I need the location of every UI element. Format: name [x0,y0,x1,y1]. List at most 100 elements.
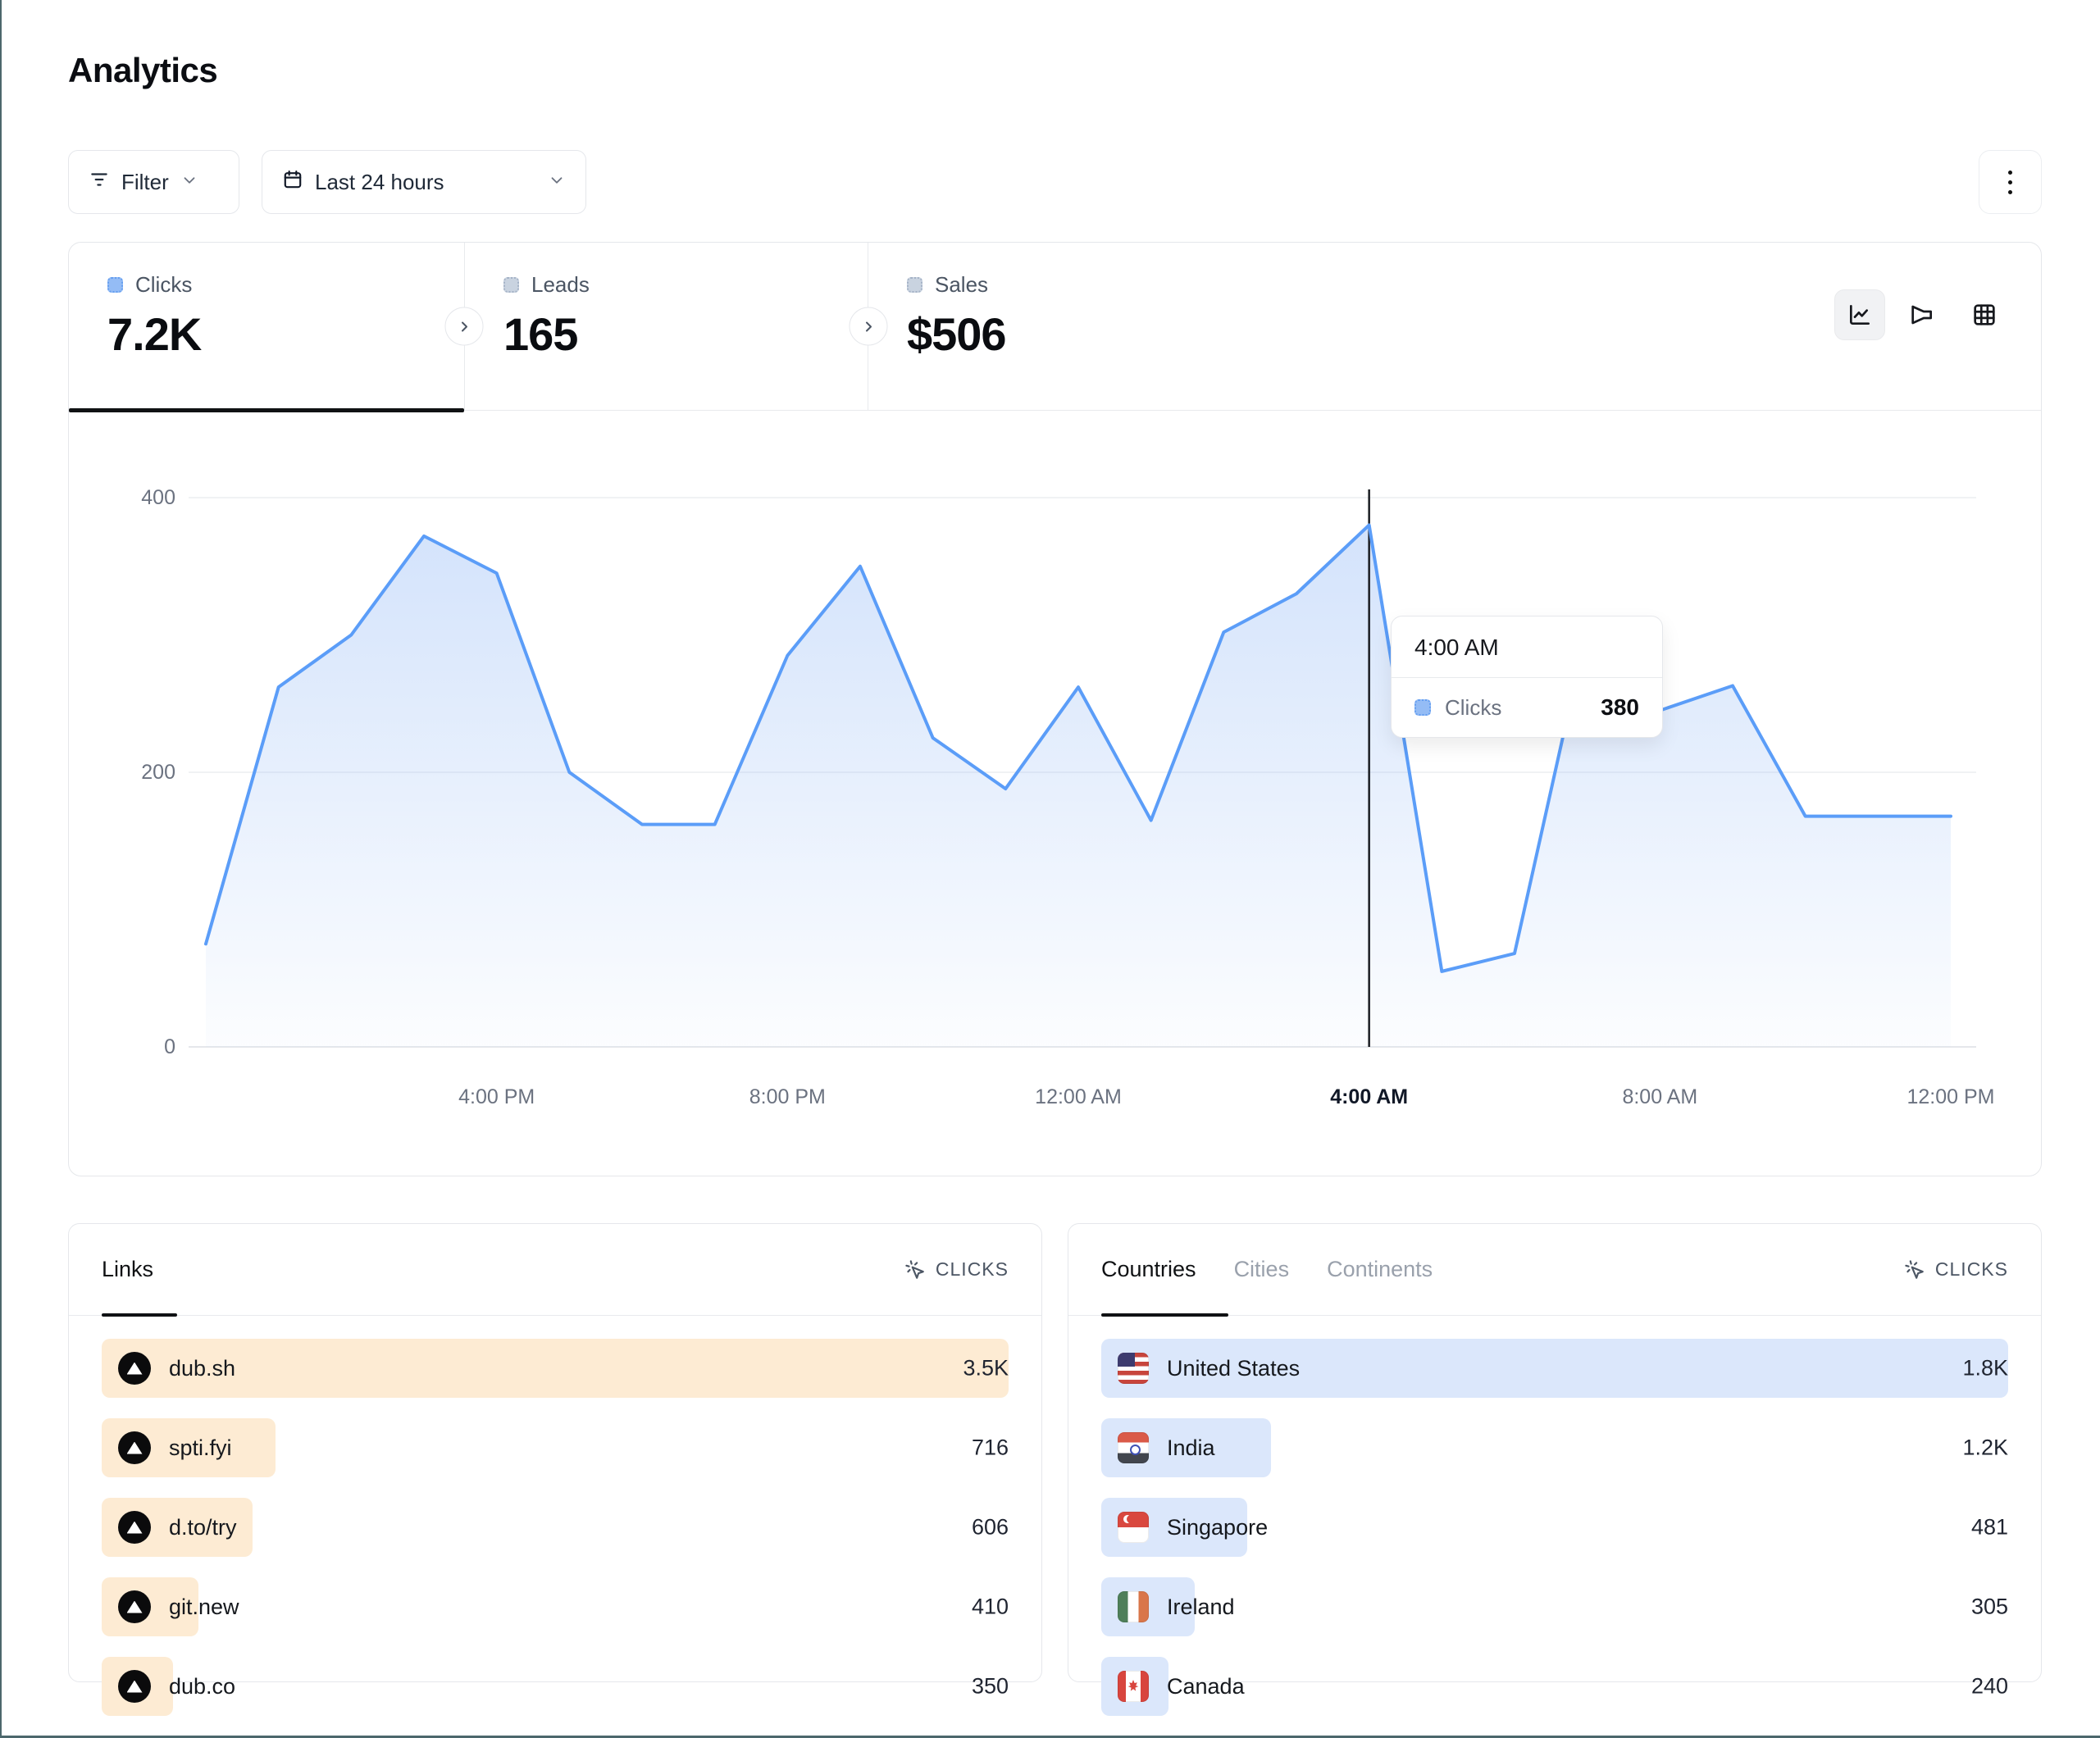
links-metric-label: CLICKS [935,1258,1009,1280]
stat-card-leads[interactable]: Leads 165 [464,243,868,410]
stat-label: Sales [935,272,989,297]
stat-label: Leads [531,272,590,297]
svg-text:400: 400 [141,486,175,509]
country-label: Singapore [1167,1514,1269,1540]
clicks-area-chart[interactable]: 0 200 400 4:00 PM 8:00 PM 12:00 AM 4:00 AM 8:00… [69,411,2041,1175]
line-chart-icon [1850,305,1870,325]
svg-text:4:00 AM: 4:00 AM [1330,1085,1408,1108]
tab-continents[interactable]: Continents [1327,1257,1433,1281]
country-row[interactable]: India 1.2K [1101,1418,2008,1477]
country-row[interactable]: United States 1.8K [1101,1339,2008,1398]
svg-text:8:00 PM: 8:00 PM [749,1085,826,1108]
countries-metric-toggle[interactable]: CLICKS [1904,1258,2008,1281]
line-chart-view-button[interactable] [1834,289,1885,340]
link-label: spti.fyi [169,1435,232,1460]
chart-tooltip: 4:00 AM Clicks 380 [1391,616,1663,738]
link-row[interactable]: dub.sh 3.5K [102,1339,1009,1398]
chevron-right-icon [865,321,872,331]
analytics-page: Analytics Filter Last 24 hours [68,0,2042,1738]
active-tab-underline [1101,1313,1228,1317]
country-clicks-value: 1.8K [1962,1355,2008,1381]
tab-links[interactable]: Links [102,1257,154,1281]
kebab-dot [2008,189,2012,194]
stat-card-clicks[interactable]: Clicks 7.2K [69,243,464,412]
screen-edge-bottom [0,1736,2100,1738]
link-row[interactable]: spti.fyi 716 [102,1418,1009,1477]
filter-icon [89,169,110,196]
kebab-dot [2008,170,2012,175]
country-clicks-value: 240 [1970,1673,2008,1699]
mouse-pointer-click-icon [905,1259,924,1279]
calendar-icon [282,169,303,196]
link-bar [102,1339,1009,1398]
filter-button[interactable]: Filter [68,150,239,214]
link-clicks-value: 350 [971,1673,1009,1699]
link-clicks-value: 410 [971,1594,1009,1619]
dub-logo-icon [118,1352,151,1385]
country-label: Canada [1167,1673,1245,1699]
screen-edge-left [0,0,2,1738]
link-label: d.to/try [169,1514,237,1540]
sales-legend-square-icon [907,277,922,293]
stat-value: 165 [503,308,578,360]
country-row[interactable]: Singapore 481 [1101,1498,2008,1557]
funnel-chart-view-button[interactable] [1897,289,1947,340]
countries-panel: Countries Cities Continents CLICKS United … [1068,1223,2042,1716]
flag-india-icon [1118,1432,1149,1463]
analytics-card: Clicks 7.2K Leads 165 Sales $506 [68,242,2042,1176]
dub-logo-icon [118,1431,151,1464]
countries-panel-header: Countries Cities Continents CLICKS [1068,1224,2041,1317]
date-range-button[interactable]: Last 24 hours [262,150,586,214]
country-row[interactable]: Ireland 305 [1101,1577,2008,1636]
country-row[interactable]: Canada 240 [1101,1657,2008,1716]
table-view-button[interactable] [1959,289,2010,340]
flag-singapore-icon [1118,1512,1149,1543]
chevron-down-icon [180,170,198,195]
svg-text:4:00 PM: 4:00 PM [458,1085,535,1108]
country-clicks-value: 305 [1970,1594,2008,1619]
active-tab-underline [102,1313,177,1317]
active-stat-underline [69,408,464,412]
country-bar [1101,1339,2008,1398]
stats-row: Clicks 7.2K Leads 165 Sales $506 [69,243,2041,412]
link-row[interactable]: dub.co 350 [102,1657,1009,1716]
svg-text:12:00 AM: 12:00 AM [1035,1085,1122,1108]
country-label: United States [1167,1355,1301,1381]
svg-text:8:00 AM: 8:00 AM [1622,1085,1697,1108]
link-row[interactable]: git.new 410 [102,1577,1009,1636]
stat-label: Clicks [135,272,193,297]
chart-type-switcher [1834,289,2010,340]
stat-card-sales[interactable]: Sales $506 [868,243,2041,410]
page-title: Analytics [68,51,218,89]
chevron-down-icon [548,170,566,195]
link-clicks-value: 716 [971,1435,1009,1460]
svg-text:0: 0 [164,1035,175,1058]
table-grid-icon [1974,304,1995,325]
link-row[interactable]: d.to/try 606 [102,1498,1009,1557]
clicks-legend-square-icon [1414,699,1431,716]
svg-text:12:00 PM: 12:00 PM [1906,1085,1994,1108]
svg-text:200: 200 [141,761,175,784]
chart-canvas[interactable]: 0 200 400 4:00 PM 8:00 PM 12:00 AM 4:00 AM 8:00… [69,411,2040,1175]
flag-united-states-icon [1118,1353,1149,1384]
country-label: Ireland [1167,1594,1235,1619]
clicks-legend-square-icon [107,277,123,293]
date-range-label: Last 24 hours [315,169,444,194]
link-clicks-value: 606 [971,1514,1009,1540]
tab-countries[interactable]: Countries [1101,1257,1196,1281]
breakdown-panels: Links CLICKS dub.sh 3.5K spti.fyi 716 d.to/t… [68,1223,2042,1716]
country-label: India [1167,1435,1215,1460]
links-rows: dub.sh 3.5K spti.fyi 716 d.to/try 606 git.new 4… [69,1316,1041,1716]
tab-cities[interactable]: Cities [1233,1257,1290,1281]
countries-metric-label: CLICKS [1934,1258,2008,1280]
more-options-button[interactable] [1979,150,2042,214]
expand-leads-button[interactable] [444,307,484,346]
toolbar: Filter Last 24 hours [68,150,2042,214]
links-metric-toggle[interactable]: CLICKS [904,1258,1009,1281]
tooltip-value: 380 [1601,694,1639,720]
expand-sales-button[interactable] [849,307,888,346]
chevron-right-icon [461,321,467,331]
link-label: dub.co [169,1673,236,1699]
link-label: dub.sh [169,1355,236,1381]
dub-logo-icon [118,1511,151,1544]
